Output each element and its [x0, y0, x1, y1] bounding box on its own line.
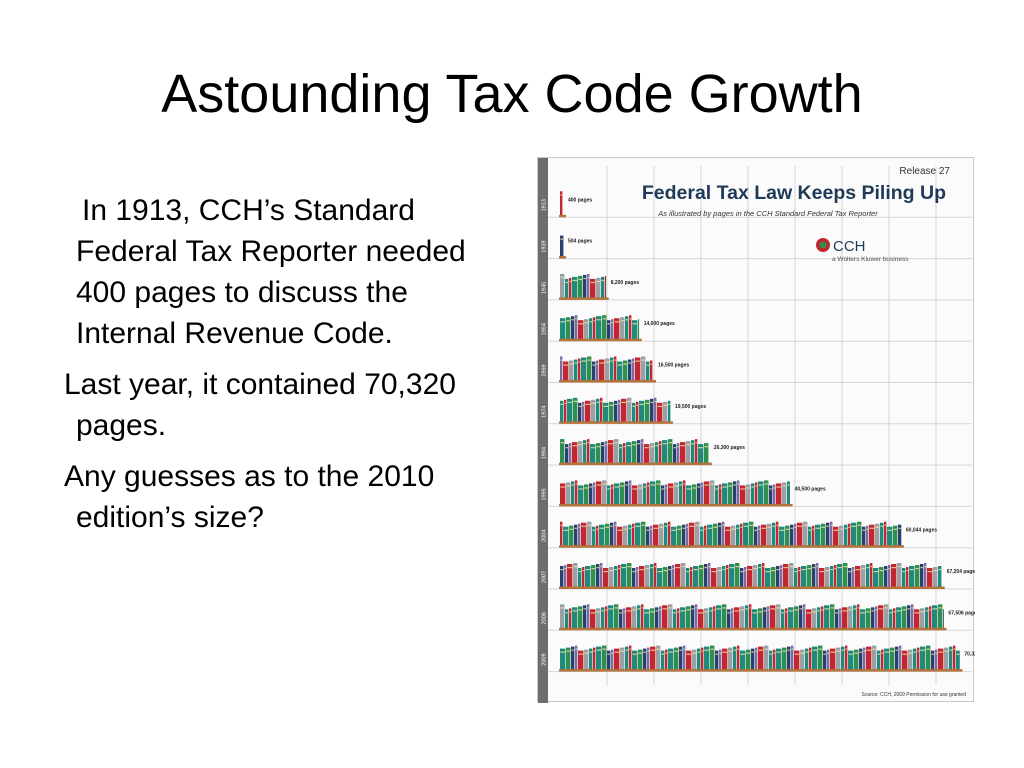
year-tick-label: 1913 — [542, 199, 548, 211]
bar-value-label: 40,500 pages — [795, 486, 826, 492]
bullet-item-1: In 1913, CCH’s Standard Federal Tax Repo… — [76, 194, 466, 350]
year-tick-label: 2009 — [542, 653, 548, 665]
year-tick-label: 1974 — [542, 406, 548, 418]
chart-image: 1913 400 pages 1939 504 pages 1945 8,200 page… — [537, 157, 975, 703]
bar-1913 — [559, 191, 566, 218]
cch-logo-inner-icon — [819, 241, 827, 249]
bar-2008 — [559, 604, 947, 631]
year-tick-label: 2007 — [542, 571, 548, 583]
year-tick-label: 1984 — [542, 447, 548, 459]
brand-name: CCH — [833, 238, 866, 255]
tax-code-chart: 1913 400 pages 1939 504 pages 1945 8,200 page… — [538, 158, 975, 703]
bar-1939 — [559, 235, 566, 259]
year-tick-label: 1995 — [542, 488, 548, 500]
bar-1984 — [559, 439, 712, 466]
bar-2007 — [559, 563, 945, 589]
bar-1995 — [559, 480, 793, 507]
source-note: Source: CCH, 2009 Permission for use gra… — [862, 692, 967, 698]
bar-value-label: 14,000 pages — [644, 321, 675, 327]
bar-value-label: 19,500 pages — [675, 404, 706, 410]
bar-value-label: 504 pages — [568, 239, 592, 245]
bar-2004 — [559, 521, 904, 548]
year-tick-label: 2004 — [542, 530, 548, 542]
brand-tagline: a Wolters Kluwer business — [832, 256, 909, 263]
release-label: Release 27 — [899, 166, 950, 177]
bar-value-label: 16,500 pages — [658, 363, 689, 369]
slide-title: Astounding Tax Code Growth — [161, 64, 863, 124]
year-tick-label: 1945 — [542, 282, 548, 294]
bullet-item-2: Last year, it contained 70,320 pages. — [64, 368, 456, 442]
year-strip — [538, 158, 548, 703]
bullet-item-3: Any guesses as to the 2010 edition’s siz… — [64, 460, 435, 534]
bar-value-label: 60,044 pages — [906, 528, 937, 534]
year-tick-label: 1939 — [542, 240, 548, 252]
bar-2009 — [559, 645, 963, 672]
bar-value-label: 8,200 pages — [611, 280, 640, 286]
bar-value-label: 400 pages — [568, 197, 592, 203]
year-tick-label: 1954 — [542, 323, 548, 335]
bar-1954 — [559, 315, 642, 342]
bar-1945 — [559, 273, 609, 300]
year-tick-label: 2008 — [542, 612, 548, 624]
bar-value-label: 67,506 pages — [948, 610, 975, 616]
bar-value-label: 26,300 pages — [714, 445, 745, 451]
year-tick-label: 1969 — [542, 364, 548, 376]
bar-1974 — [559, 397, 673, 424]
bar-1969 — [559, 356, 656, 383]
bar-value-label: 67,204 pages — [947, 569, 975, 575]
chart-title: Federal Tax Law Keeps Piling Up — [642, 182, 946, 204]
bullet-list: In 1913, CCH’s Standard Federal Tax Repo… — [64, 190, 514, 548]
chart-subtitle: As illustrated by pages in the CCH Stand… — [657, 209, 878, 218]
bar-value-label: 70,320 pages — [964, 652, 975, 658]
